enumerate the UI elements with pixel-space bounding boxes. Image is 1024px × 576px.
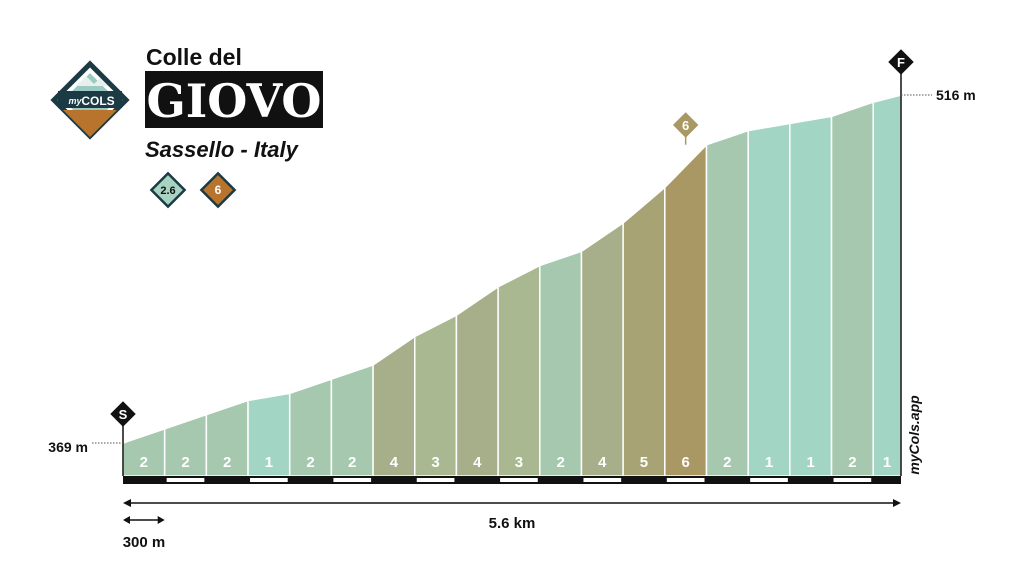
start-marker: S [110,401,136,427]
profile-segment [539,250,583,477]
avg-gradient-badge: 2.6 [149,171,187,209]
profile-segment [622,185,666,477]
gradient-label: 5 [640,454,648,471]
gradient-label: 1 [265,454,273,471]
gradient-label: 6 [681,454,689,471]
segment-length-arrowhead-left [123,516,130,524]
gradient-label: 1 [765,454,773,471]
finish-marker-label: F [897,55,905,70]
scale-bar-white-cell [583,478,622,482]
gradient-label: 1 [883,454,891,471]
gradient-label: 3 [515,454,523,471]
profile-segment [414,313,458,477]
profile-segment [580,221,624,477]
gradient-label: 2 [556,454,564,471]
total-distance-arrowhead-left [123,499,131,507]
profile-segment [664,142,708,477]
gradient-label: 2 [223,454,231,471]
profile-segment [872,94,902,477]
gradient-label: 2 [348,454,356,471]
scale-bar-white-cell [416,478,455,482]
title-line1: Colle del [146,44,242,70]
total-distance-label: 5.6 km [489,515,536,532]
total-distance-arrowhead-right [893,499,901,507]
profile-segment [455,285,499,477]
col-name-box [145,71,323,128]
gradient-labels: 2 2 2 1 2 2 4 3 4 3 2 4 5 6 2 1 1 2 1 [140,454,892,471]
max-gradient-marker-label: 6 [682,118,689,133]
scale-bar-white-cell [500,478,538,482]
scale-bar-white-cell [666,478,705,482]
finish-elevation-label: 516 m [936,87,976,103]
gradient-label: 3 [431,454,439,471]
start-elevation-label: 369 m [48,439,88,455]
profile-segment [789,115,833,477]
max-gradient-value: 6 [215,183,222,197]
segment-length-arrowhead-right [157,516,165,524]
profile-segment [497,264,541,477]
logo-text-my: my [68,96,82,106]
mycols-logo: my COLS [50,60,130,140]
brand-label: myCols.app [906,395,922,475]
scale-bar-white-cell [250,478,288,482]
finish-marker: F [888,49,914,75]
gradient-label: 2 [181,454,189,471]
gradient-label: 1 [807,454,815,471]
logo-text-cols: COLS [81,94,114,108]
distance-scale-bar [123,476,901,524]
col-name: GIOVO [146,74,321,128]
scale-bar-white-cell [166,478,205,482]
gradient-label: 2 [306,454,314,471]
max-gradient-badge: 6 [199,171,237,209]
profile-segment [705,129,749,477]
gradient-label: 2 [140,454,148,471]
profile-segment [830,101,874,477]
profile-segment [747,122,791,477]
segment-length-label: 300 m [123,534,166,551]
profile-outline [122,94,902,444]
gradient-label: 2 [723,454,731,471]
gradient-label: 4 [390,454,399,471]
gradient-label: 4 [473,454,482,471]
avg-gradient-value: 2.6 [160,185,175,197]
gradient-label: 4 [598,454,607,471]
scale-bar-white-cell [833,478,872,482]
scale-bar-white-cell [333,478,372,482]
profile-segments [122,94,902,477]
scale-bar-white-cell [750,478,788,482]
start-marker-label: S [119,407,128,422]
location-label: Sassello - Italy [145,137,300,162]
max-gradient-marker: 6 [672,112,699,138]
gradient-label: 2 [848,454,856,471]
